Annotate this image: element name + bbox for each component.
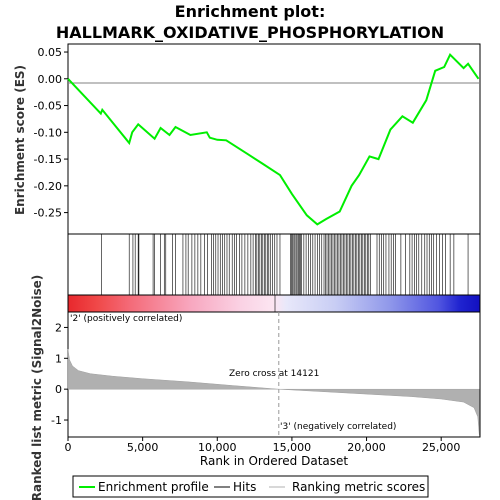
es-y-tick-label: 0.00 bbox=[38, 73, 63, 86]
legend-enrichment-label: Enrichment profile bbox=[98, 480, 209, 494]
es-y-tick-label: 0.05 bbox=[38, 46, 63, 59]
es-y-tick-label: -0.05 bbox=[34, 100, 62, 113]
metric-y-ticks: 2 1 0 -1 bbox=[51, 321, 68, 427]
negative-correlation-label: '3' (negatively correlated) bbox=[280, 422, 396, 432]
x-tick-label: 0 bbox=[65, 441, 72, 454]
metric-panel: 2 1 0 -1 0 5,000 10,000 15,000 20,000 25,000 Zer… bbox=[30, 275, 481, 500]
chart-title-line2: HALLMARK_OXIDATIVE_PHOSPHORYLATION bbox=[56, 23, 444, 42]
x-tick-label: 15,000 bbox=[273, 441, 312, 454]
legend-hits-label: Hits bbox=[233, 480, 256, 494]
es-y-tick-label: -0.25 bbox=[34, 207, 62, 220]
x-tick-label: 25,000 bbox=[422, 441, 461, 454]
x-axis-label: Rank in Ordered Dataset bbox=[200, 454, 348, 468]
hits-panel-frame bbox=[67, 233, 481, 296]
es-y-axis-label: Enrichment score (ES) bbox=[13, 65, 27, 215]
zero-cross-label: Zero cross at 14121 bbox=[229, 369, 319, 379]
metric-y-tick-label: 0 bbox=[55, 383, 62, 396]
enrichment-profile-line bbox=[67, 52, 480, 226]
rank-color-bar bbox=[67, 294, 481, 313]
metric-y-tick-label: 1 bbox=[55, 352, 62, 365]
es-y-tick-label: -0.15 bbox=[34, 153, 62, 166]
hit-lines bbox=[101, 234, 469, 295]
es-panel: 0.05 0.00 -0.05 -0.10 -0.15 -0.20 -0.25 Enrich… bbox=[13, 43, 481, 235]
hits-panel bbox=[67, 233, 481, 296]
x-tick-label: 20,000 bbox=[347, 441, 386, 454]
es-panel-frame bbox=[67, 43, 481, 235]
legend: Enrichment profile Hits Ranking metric s… bbox=[72, 475, 429, 498]
metric-panel-frame bbox=[67, 311, 481, 438]
es-y-tick-label: -0.20 bbox=[34, 180, 62, 193]
x-tick-label: 10,000 bbox=[198, 441, 237, 454]
rank-gradient bbox=[67, 294, 481, 313]
metric-y-tick-label: -1 bbox=[51, 414, 62, 427]
chart-title-line1: Enrichment plot: bbox=[175, 2, 326, 21]
es-y-tick-label: -0.10 bbox=[34, 126, 62, 139]
metric-x-ticks: 0 5,000 10,000 15,000 20,000 25,000 bbox=[65, 437, 461, 454]
legend-metric-label: Ranking metric scores bbox=[292, 480, 425, 494]
metric-y-axis-label: Ranked list metric (Signal2Noise) bbox=[30, 275, 44, 500]
metric-y-tick-label: 2 bbox=[55, 321, 62, 334]
positive-correlation-label: '2' (positively correlated) bbox=[70, 314, 182, 324]
legend-box bbox=[72, 475, 429, 498]
x-tick-label: 5,000 bbox=[127, 441, 159, 454]
es-y-ticks: 0.05 0.00 -0.05 -0.10 -0.15 -0.20 -0.25 bbox=[34, 46, 68, 220]
